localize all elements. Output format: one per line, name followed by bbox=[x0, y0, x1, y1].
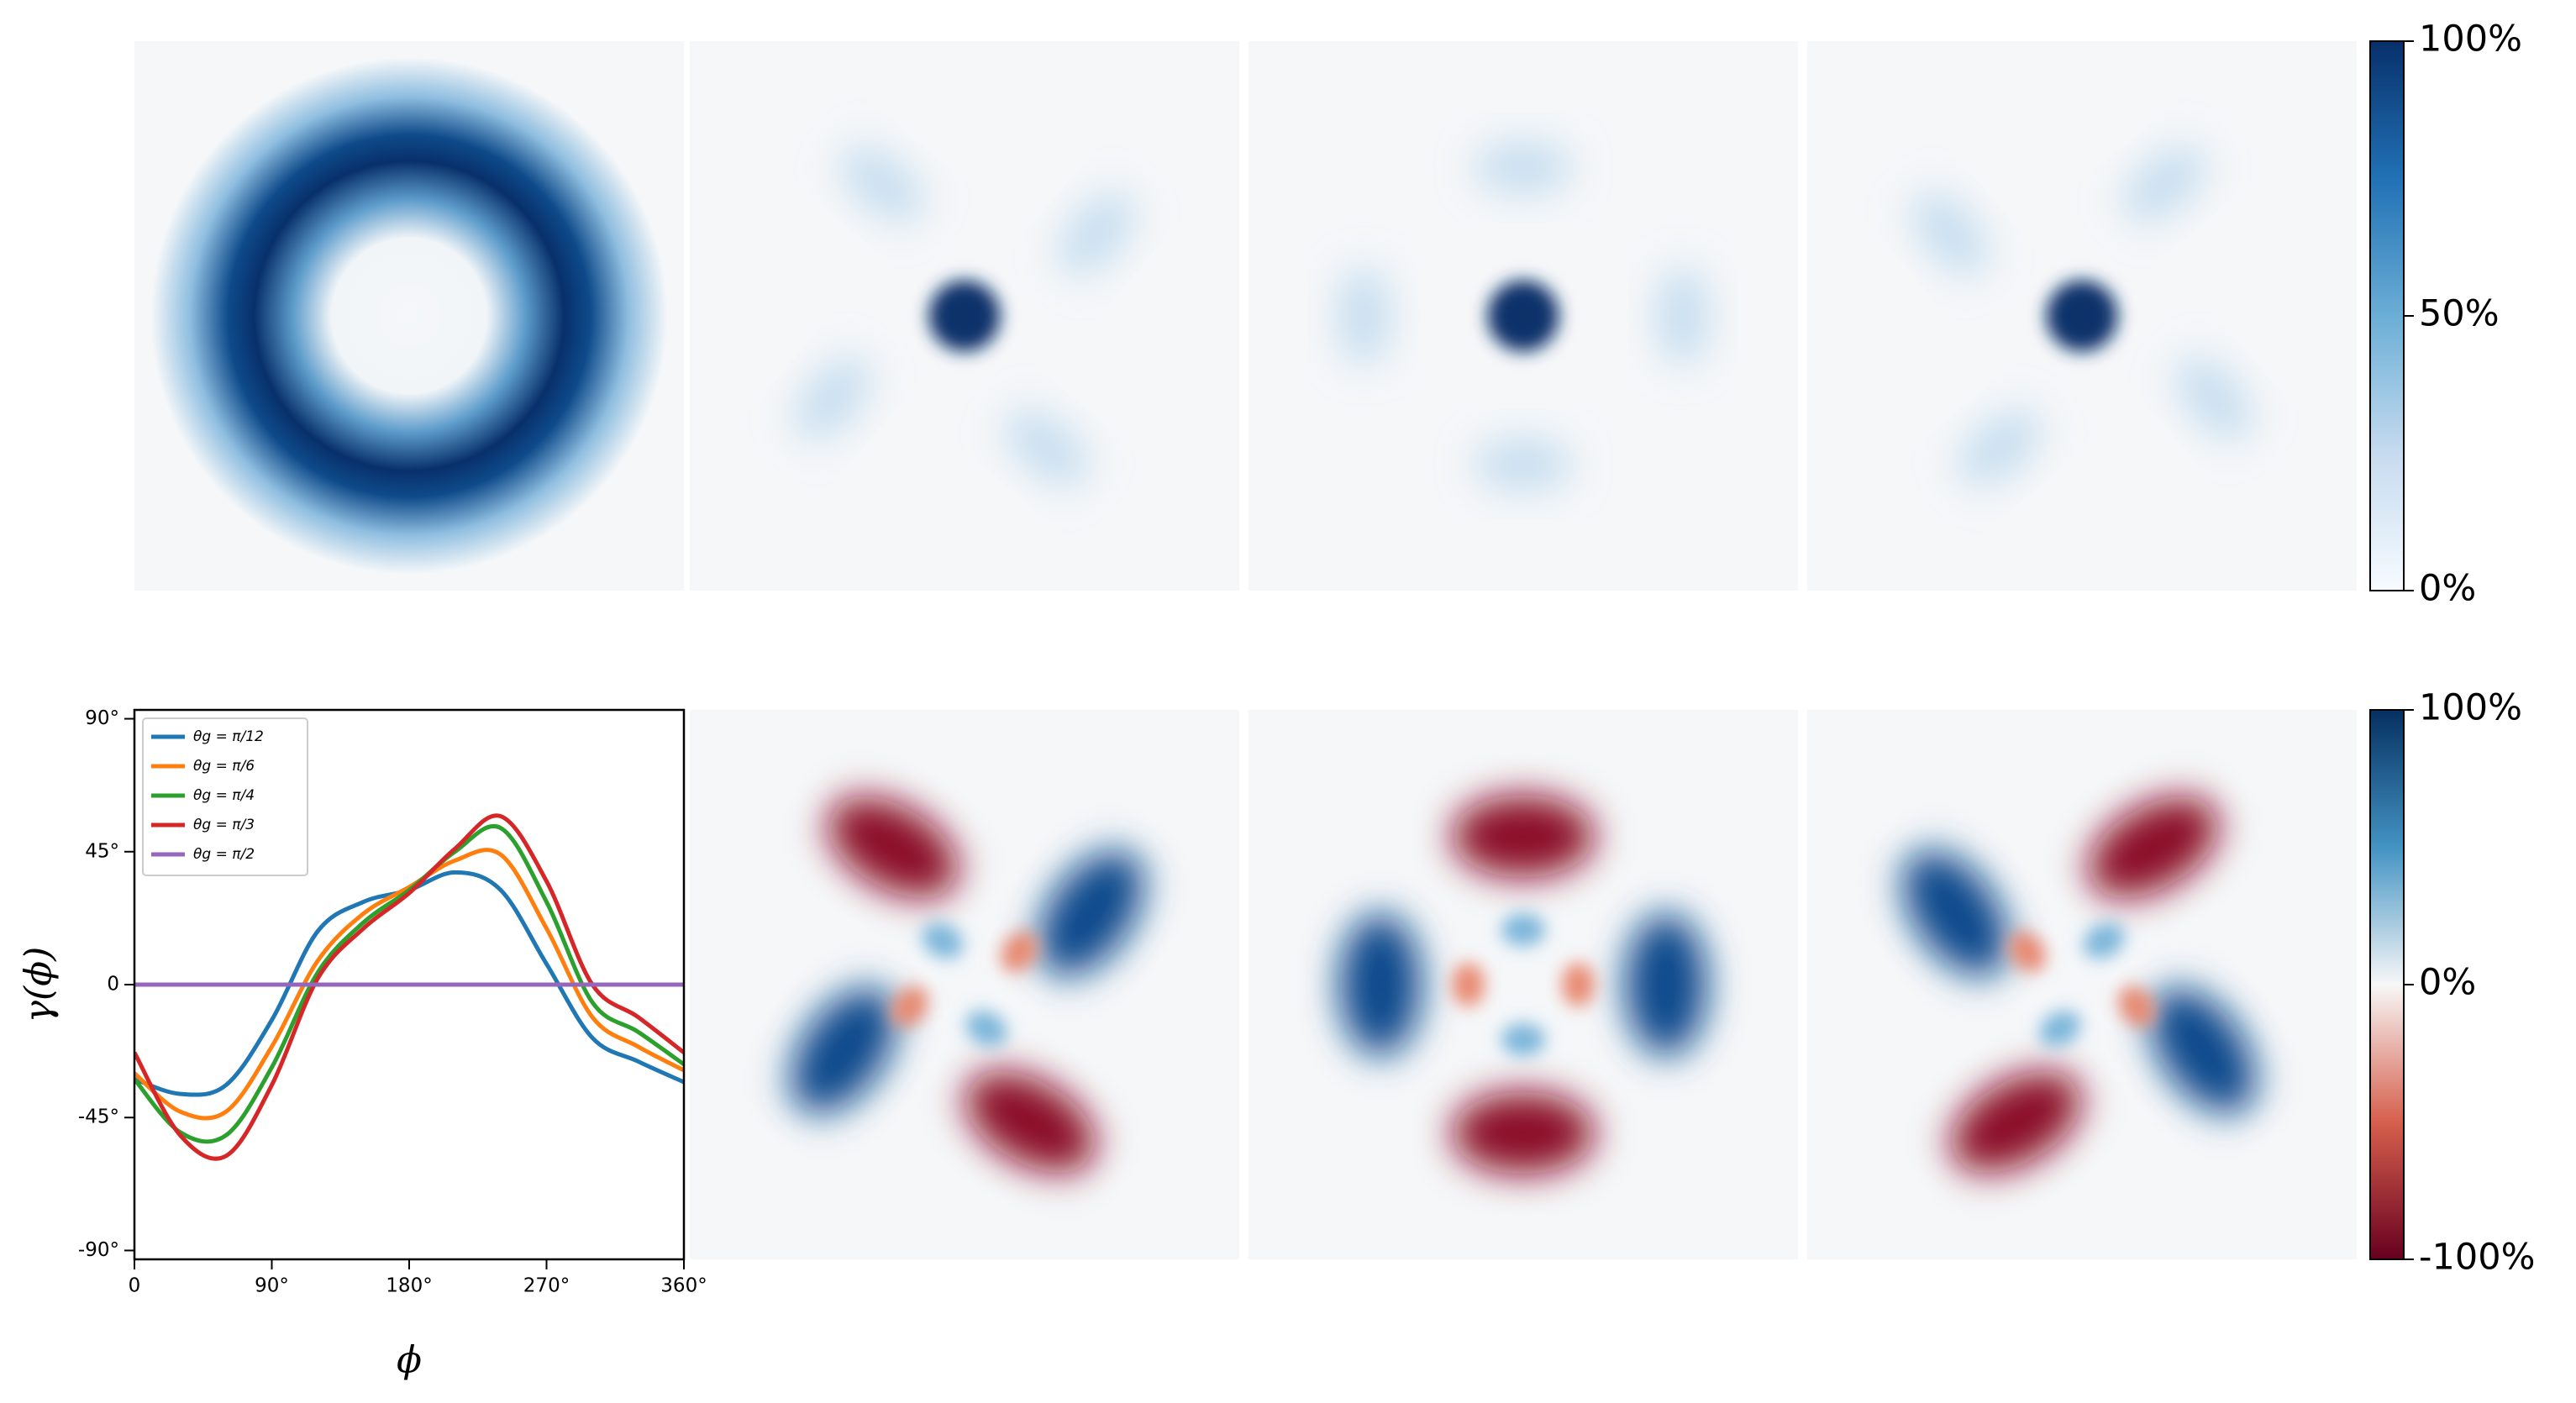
heatmap-panel bbox=[690, 710, 1239, 1259]
lobe bbox=[2008, 931, 2046, 972]
lobe bbox=[1902, 849, 2009, 977]
x-tick-label: 90° bbox=[255, 1275, 289, 1297]
lobe bbox=[1038, 849, 1144, 977]
lobe bbox=[1005, 409, 1089, 486]
y-tick-label: 45° bbox=[85, 840, 119, 862]
y-tick-label: 90° bbox=[85, 707, 119, 729]
lobe bbox=[891, 985, 928, 1027]
legend-label: θg = π/6 bbox=[193, 758, 255, 775]
colorbar-tick-label: 100% bbox=[2419, 18, 2522, 60]
lobe bbox=[1501, 1022, 1546, 1057]
lobe bbox=[1451, 795, 1596, 878]
colorbar-tick-label: -100% bbox=[2419, 1237, 2535, 1279]
y-axis-label: γ(ϕ) bbox=[18, 947, 60, 1023]
lobe bbox=[790, 987, 897, 1114]
line-series bbox=[134, 813, 684, 1161]
lobe bbox=[1451, 1091, 1596, 1174]
y-tick-label: -90° bbox=[78, 1239, 119, 1261]
lobe bbox=[2175, 356, 2253, 440]
lobe bbox=[965, 1010, 1007, 1047]
x-axis-label: ϕ bbox=[397, 1339, 422, 1382]
heatmap-panel bbox=[1249, 41, 1798, 591]
x-tick-label: 360° bbox=[660, 1275, 707, 1297]
panel-background bbox=[1249, 710, 1798, 1259]
legend-label: θg = π/3 bbox=[193, 817, 255, 833]
lobe bbox=[2118, 985, 2156, 1027]
lobe bbox=[2149, 987, 2257, 1114]
line-series bbox=[134, 848, 684, 1121]
lobe bbox=[1958, 409, 2042, 486]
colorbar-tick-label: 0% bbox=[2419, 962, 2476, 1004]
heatmap-panel bbox=[1249, 710, 1798, 1259]
colorbar-tick-label: 50% bbox=[2419, 293, 2500, 335]
lobe bbox=[1911, 192, 1989, 276]
lobe bbox=[2046, 280, 2118, 352]
lobe bbox=[794, 356, 871, 440]
lobe bbox=[840, 145, 924, 223]
lobe bbox=[2039, 1010, 2081, 1047]
colorbar-tick-label: 0% bbox=[2419, 568, 2476, 610]
heatmap-panel bbox=[1807, 41, 2357, 591]
lobe bbox=[1451, 962, 1485, 1007]
lobe bbox=[2122, 145, 2206, 223]
lobe bbox=[1058, 192, 1135, 276]
colorbar bbox=[2369, 709, 2405, 1260]
colorbar-tick-label: 100% bbox=[2419, 687, 2522, 729]
line-series bbox=[134, 824, 684, 1144]
legend-label: θg = π/2 bbox=[193, 846, 255, 863]
lobe bbox=[2083, 922, 2125, 959]
panel-background bbox=[1807, 710, 2357, 1259]
lobe bbox=[1474, 139, 1573, 196]
lobe bbox=[1001, 931, 1038, 972]
heatmap-panel bbox=[690, 41, 1239, 591]
heatmap-panel bbox=[1807, 710, 2357, 1259]
x-tick-label: 180° bbox=[386, 1275, 432, 1297]
lobe bbox=[2088, 796, 2219, 898]
x-tick-label: 270° bbox=[523, 1275, 570, 1297]
panel-background bbox=[690, 710, 1239, 1259]
lobe bbox=[828, 796, 959, 898]
legend-label: θg = π/12 bbox=[193, 728, 264, 745]
y-tick-label: -45° bbox=[78, 1106, 119, 1128]
lobe bbox=[1654, 266, 1711, 365]
plot-frame bbox=[133, 708, 686, 1261]
lobe bbox=[1561, 962, 1596, 1007]
lobe bbox=[1336, 266, 1392, 365]
legend-box bbox=[142, 717, 308, 876]
y-tick-label: 0 bbox=[107, 974, 119, 996]
lobe bbox=[1950, 1071, 2082, 1173]
heatmap-panel bbox=[134, 41, 684, 591]
legend-label: θg = π/4 bbox=[193, 787, 255, 804]
lobe bbox=[1338, 912, 1422, 1057]
donut bbox=[150, 57, 668, 575]
lobe bbox=[922, 922, 964, 959]
lobe bbox=[928, 280, 1001, 352]
x-tick-label: 0 bbox=[129, 1275, 141, 1297]
lobe bbox=[1474, 436, 1573, 492]
lobe bbox=[965, 1071, 1096, 1173]
colorbar bbox=[2369, 40, 2405, 591]
lobe bbox=[1501, 912, 1546, 947]
lobe bbox=[1624, 912, 1708, 1057]
lobe bbox=[1487, 280, 1559, 352]
